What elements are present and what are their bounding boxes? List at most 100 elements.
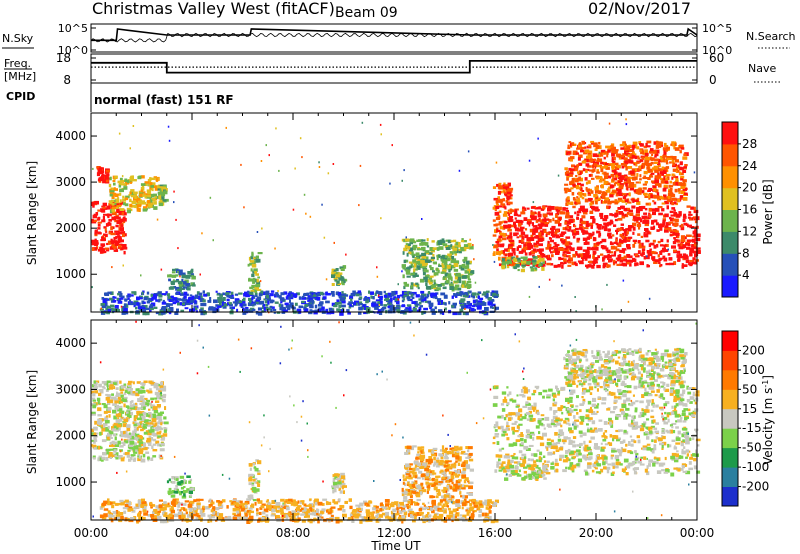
power-echo-cell [410,284,413,289]
power-scatter-cell [332,163,335,165]
power-echo-cell [576,177,581,181]
power-echo-cell [287,307,290,310]
power-echo-cell [511,248,516,252]
power-echo-cell [146,300,150,304]
power-echo-cell [244,308,249,313]
power-echo-cell [653,201,657,205]
power-echo-cell [655,154,659,157]
power-scatter-cell [627,300,630,303]
velocity-echo-cell [456,451,459,455]
power-echo-cell [661,166,665,170]
velocity-echo-region [91,380,169,463]
velocity-echo-cell [93,426,98,431]
power-echo-cell [675,178,679,182]
power-echo-cell [342,265,347,269]
cpid-label: CPID [6,90,35,103]
power-echo-cell [500,202,503,206]
velocity-echo-cell [254,488,260,492]
power-echo-cell [255,278,258,283]
power-echo-cell [143,206,148,209]
power-echo-cell [454,280,459,283]
power-echo-cell [91,218,94,222]
power-echo-cell [578,176,581,179]
velocity-echo-cell [432,464,436,467]
power-echo-cell [142,311,147,316]
power-echo-cell [527,238,531,242]
velocity-echo-cell [155,400,160,403]
power-echo-cell [188,296,193,300]
velocity-echo-cell [117,405,123,408]
power-echo-cell [492,234,497,237]
power-echo-cell [646,220,650,224]
velocity-echo-cell [332,480,335,483]
power-echo-cell [358,293,362,296]
velocity-echo-cell [145,451,150,454]
power-echo-cell [463,246,467,250]
power-echo-cell [661,224,664,228]
power-echo-cell [624,150,627,155]
velocity-echo-cell [441,471,446,475]
power-echo-cell [693,250,697,254]
power-echo-cell [564,183,569,186]
power-scatter-cell [108,223,110,226]
power-scatter-cell [333,241,335,244]
velocity-echo-cell [442,460,447,464]
power-echo-cell [122,221,126,224]
power-scatter-cell [378,304,381,306]
power-echo-cell [652,194,655,199]
power-echo-cell [644,195,649,198]
power-echo-cell [468,306,472,309]
power-echo-cell [130,204,136,208]
power-echo-cell [140,189,143,192]
velocity-echo-cell [118,427,121,431]
power-echo-cell [630,182,635,186]
power-echo-cell [153,201,157,205]
velocity-echo-cell [188,480,192,484]
velocity-echo-cell [93,432,97,436]
power-echo-cell [419,264,424,269]
power-echo-cell [552,217,555,222]
power-echo-cell [177,302,182,306]
power-echo-cell [526,246,532,250]
velocity-echo-cell [111,428,117,432]
power-echo-cell [119,227,124,231]
power-echo-cell [405,293,410,297]
velocity-echo-cell [433,461,437,466]
power-echo-cell [655,222,659,226]
power-echo-cell [554,231,558,236]
power-echo-cell [619,177,624,180]
power-echo-cell [618,157,622,160]
power-scatter-cell [475,295,478,298]
velocity-echo-cell [160,421,163,426]
power-scatter-cell [173,201,175,204]
velocity-echo-cell [157,443,160,447]
power-echo-cell [696,237,701,242]
power-echo-cell [123,250,126,255]
power-echo-cell [614,251,617,254]
power-echo-cell [475,299,478,303]
power-echo-cell [101,219,106,223]
power-echo-cell [467,242,472,247]
power-echo-cell [505,199,509,203]
power-echo-cell [684,167,687,170]
power-echo-cell [567,188,572,192]
power-echo-cell [566,200,570,204]
power-echo-cell [154,187,158,191]
power-echo-cell [125,304,129,308]
velocity-echo-cell [450,471,456,476]
power-echo-cell [494,229,498,233]
power-echo-cell [442,311,445,315]
power-echo-cell [106,213,109,217]
power-echo-cell [423,276,428,280]
power-echo-cell [577,171,580,174]
power-echo-cell [545,234,548,237]
power-echo-cell [603,151,607,154]
power-echo-cell [694,253,698,258]
velocity-echo-cell [120,384,124,389]
power-echo-cell [146,291,150,295]
power-scatter-cell [358,204,360,207]
power-scatter-cell [225,126,227,129]
power-echo-cell [549,206,555,210]
power-echo-cell [673,145,676,150]
power-echo-cell [368,290,371,294]
